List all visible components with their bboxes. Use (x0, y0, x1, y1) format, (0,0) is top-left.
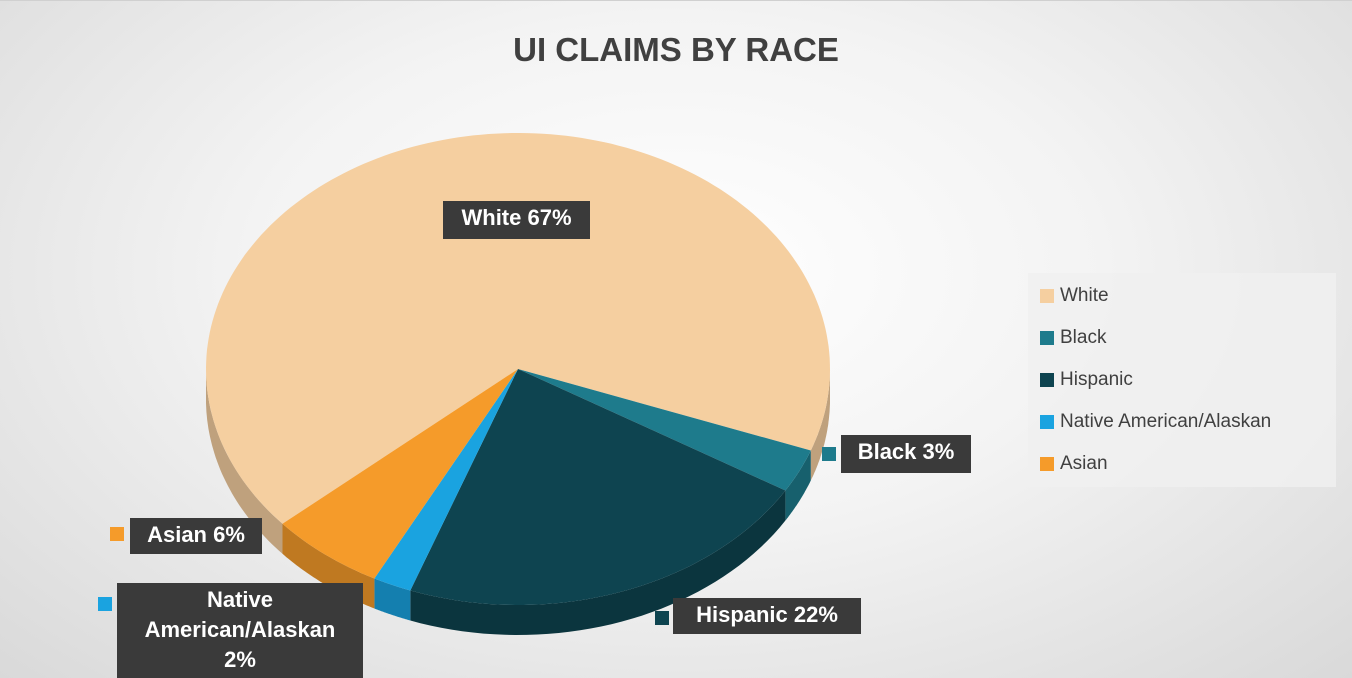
pie-side (785, 450, 811, 521)
legend-swatch (1040, 289, 1054, 303)
legend-entry: Hispanic (1040, 368, 1133, 392)
data-label: Native American/Alaskan 2% (117, 583, 363, 678)
pie-side (410, 490, 786, 635)
data-label-key (822, 447, 836, 461)
legend-swatch (1040, 457, 1054, 471)
legend-swatch (1040, 415, 1054, 429)
pie-slice (518, 369, 811, 491)
data-label: Hispanic 22% (673, 598, 861, 634)
legend-swatch (1040, 331, 1054, 345)
data-label-key (98, 597, 112, 611)
pie-side (810, 369, 830, 481)
data-label-key (110, 527, 124, 541)
pie-side (206, 369, 283, 554)
chart-title: UI CLAIMS BY RACE (513, 31, 839, 68)
legend-entry: Native American/Alaskan (1040, 410, 1271, 434)
pie-slice (410, 369, 786, 605)
pie-slice (282, 369, 518, 579)
data-label: White 67% (443, 201, 590, 239)
legend-entry: White (1040, 284, 1109, 308)
pie-slice (374, 369, 518, 591)
pie-slice (206, 133, 830, 524)
pie-side (374, 578, 411, 621)
legend-entry: Asian (1040, 452, 1108, 476)
legend: White Black Hispanic Native American/Alaska… (1028, 273, 1336, 487)
data-label-key (655, 611, 669, 625)
legend-swatch (1040, 373, 1054, 387)
data-label: Asian 6% (130, 518, 262, 554)
data-label: Black 3% (841, 435, 971, 473)
legend-entry: Black (1040, 326, 1106, 350)
